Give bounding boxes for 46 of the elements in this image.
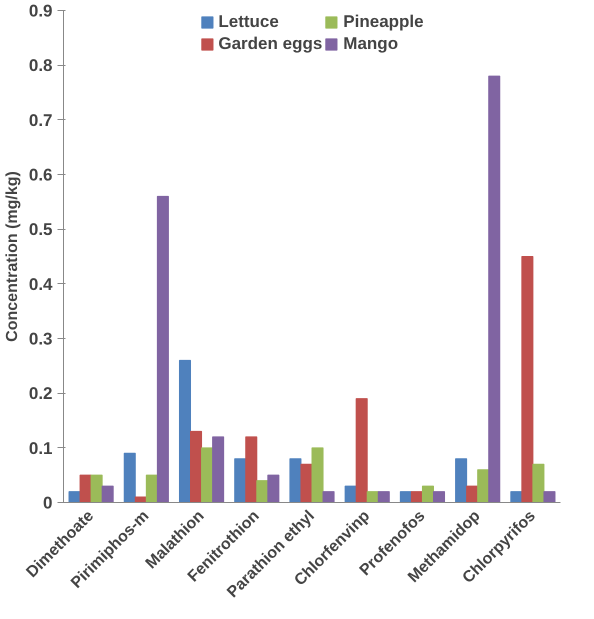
y-tick-label: 0.2 (28, 384, 53, 404)
legend-label: Lettuce (218, 12, 279, 32)
y-axis-title: Concentration (mg/kg) (4, 171, 21, 342)
y-tick-label: 0.1 (28, 438, 53, 458)
bar (378, 491, 390, 502)
bar (466, 486, 478, 502)
legend-label: Pineapple (343, 12, 424, 32)
y-tick-label: 0.9 (28, 2, 53, 20)
bar (521, 256, 534, 502)
y-tick-label: 0.8 (28, 56, 53, 76)
bar (344, 486, 357, 502)
bar (80, 474, 92, 502)
bar (201, 447, 214, 502)
bar (212, 436, 224, 502)
y-tick-label: 0.4 (28, 274, 54, 294)
bar (432, 491, 446, 502)
bar (422, 486, 434, 502)
bar (146, 474, 158, 502)
bar (488, 76, 500, 502)
bar (245, 436, 258, 502)
y-tick-label: 0 (43, 494, 53, 512)
bar (356, 398, 368, 502)
bar (90, 474, 103, 502)
bar (256, 480, 268, 502)
bar (477, 469, 490, 502)
legend-label: Garden eggs (218, 34, 322, 54)
bar (322, 491, 335, 502)
bar (124, 452, 136, 502)
bar (455, 458, 468, 502)
bar (300, 464, 312, 502)
bar (312, 447, 324, 502)
y-tick-label: 0.6 (28, 166, 53, 184)
bar (532, 464, 544, 502)
bar (366, 491, 379, 502)
y-tick-label: 0.7 (28, 110, 53, 130)
legend-label: Mango (343, 34, 398, 54)
bar (543, 491, 556, 502)
bar (190, 430, 202, 502)
bar (267, 474, 280, 502)
y-tick-label: 0.3 (28, 330, 53, 348)
bar (178, 360, 192, 502)
bar (289, 458, 302, 502)
bar (156, 196, 169, 502)
bar (234, 458, 246, 502)
y-tick-label: 0.5 (28, 220, 53, 240)
bar (102, 486, 114, 502)
